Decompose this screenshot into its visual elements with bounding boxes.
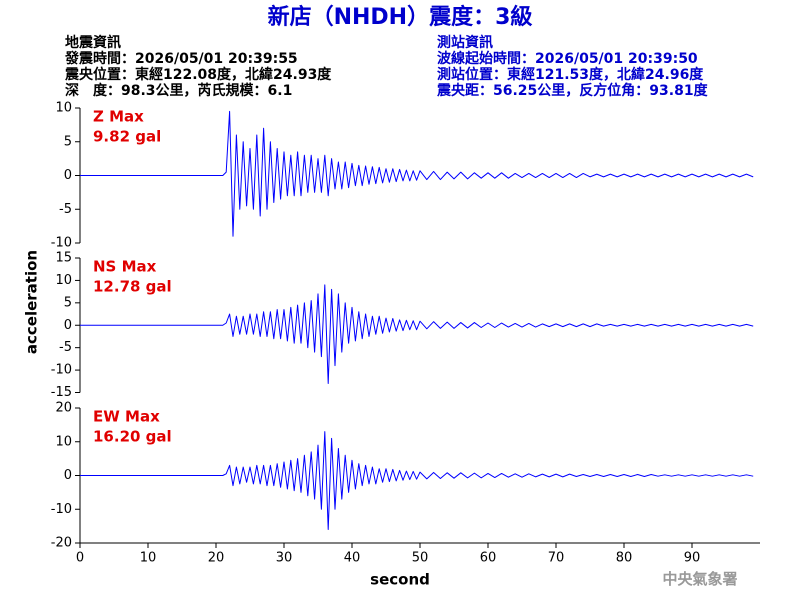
info-right: 震央距：56.25公里，反方位角：93.81度 <box>436 82 709 99</box>
x-tick-label: 50 <box>412 551 429 566</box>
y-axis-label: acceleration <box>23 250 41 354</box>
info-right: 波線起始時間：2026/05/01 20:39:50 <box>437 50 698 67</box>
y-tick-label: 5 <box>64 134 72 149</box>
info-left: 地震資訊 <box>65 34 121 51</box>
y-tick-label: -5 <box>59 340 72 355</box>
x-tick-label: 20 <box>208 551 225 566</box>
y-tick-label: -10 <box>51 502 72 517</box>
y-tick-label: 0 <box>64 468 72 483</box>
info-right: 測站資訊 <box>437 34 493 51</box>
footer: 中央氣象署 <box>662 570 737 588</box>
y-tick-label: -5 <box>59 202 72 217</box>
waveform <box>80 110 754 237</box>
x-tick-label: 90 <box>684 551 701 566</box>
y-tick-label: -15 <box>51 385 72 400</box>
y-tick-label: 10 <box>55 101 72 116</box>
max-label: 12.78 gal <box>93 278 172 296</box>
max-label: NS Max <box>93 258 157 276</box>
title: 新店（NHDH）震度：3級 <box>268 4 533 30</box>
info-right: 測站位置：東經121.53度，北緯24.96度 <box>437 66 704 83</box>
x-tick-label: 40 <box>344 551 361 566</box>
max-label: Z Max <box>93 108 144 126</box>
max-label: 16.20 gal <box>93 428 172 446</box>
max-label: EW Max <box>93 408 160 426</box>
y-tick-label: -20 <box>51 536 72 551</box>
y-tick-label: 0 <box>64 168 72 183</box>
y-tick-label: 5 <box>64 295 72 310</box>
max-label: 9.82 gal <box>93 128 161 146</box>
info-left: 發震時間：2026/05/01 20:39:55 <box>64 50 298 67</box>
waveform <box>80 284 754 385</box>
x-tick-label: 70 <box>548 551 565 566</box>
x-tick-label: 0 <box>76 551 84 566</box>
x-tick-label: 10 <box>140 551 157 566</box>
info-left: 震央位置：東經122.08度，北緯24.93度 <box>64 66 332 83</box>
y-tick-label: 10 <box>55 434 72 449</box>
y-tick-label: 10 <box>55 273 72 288</box>
y-tick-label: 20 <box>55 401 72 416</box>
x-tick-label: 80 <box>616 551 633 566</box>
info-left: 深 度：98.3公里，芮氏規模：6.1 <box>65 82 292 99</box>
y-tick-label: -10 <box>51 363 72 378</box>
x-tick-label: 30 <box>276 551 293 566</box>
y-tick-label: 0 <box>64 318 72 333</box>
y-tick-label: 15 <box>55 251 72 266</box>
waveform <box>80 431 754 530</box>
x-axis-label: second <box>370 571 430 589</box>
x-tick-label: 60 <box>480 551 497 566</box>
y-tick-label: -10 <box>51 236 72 251</box>
